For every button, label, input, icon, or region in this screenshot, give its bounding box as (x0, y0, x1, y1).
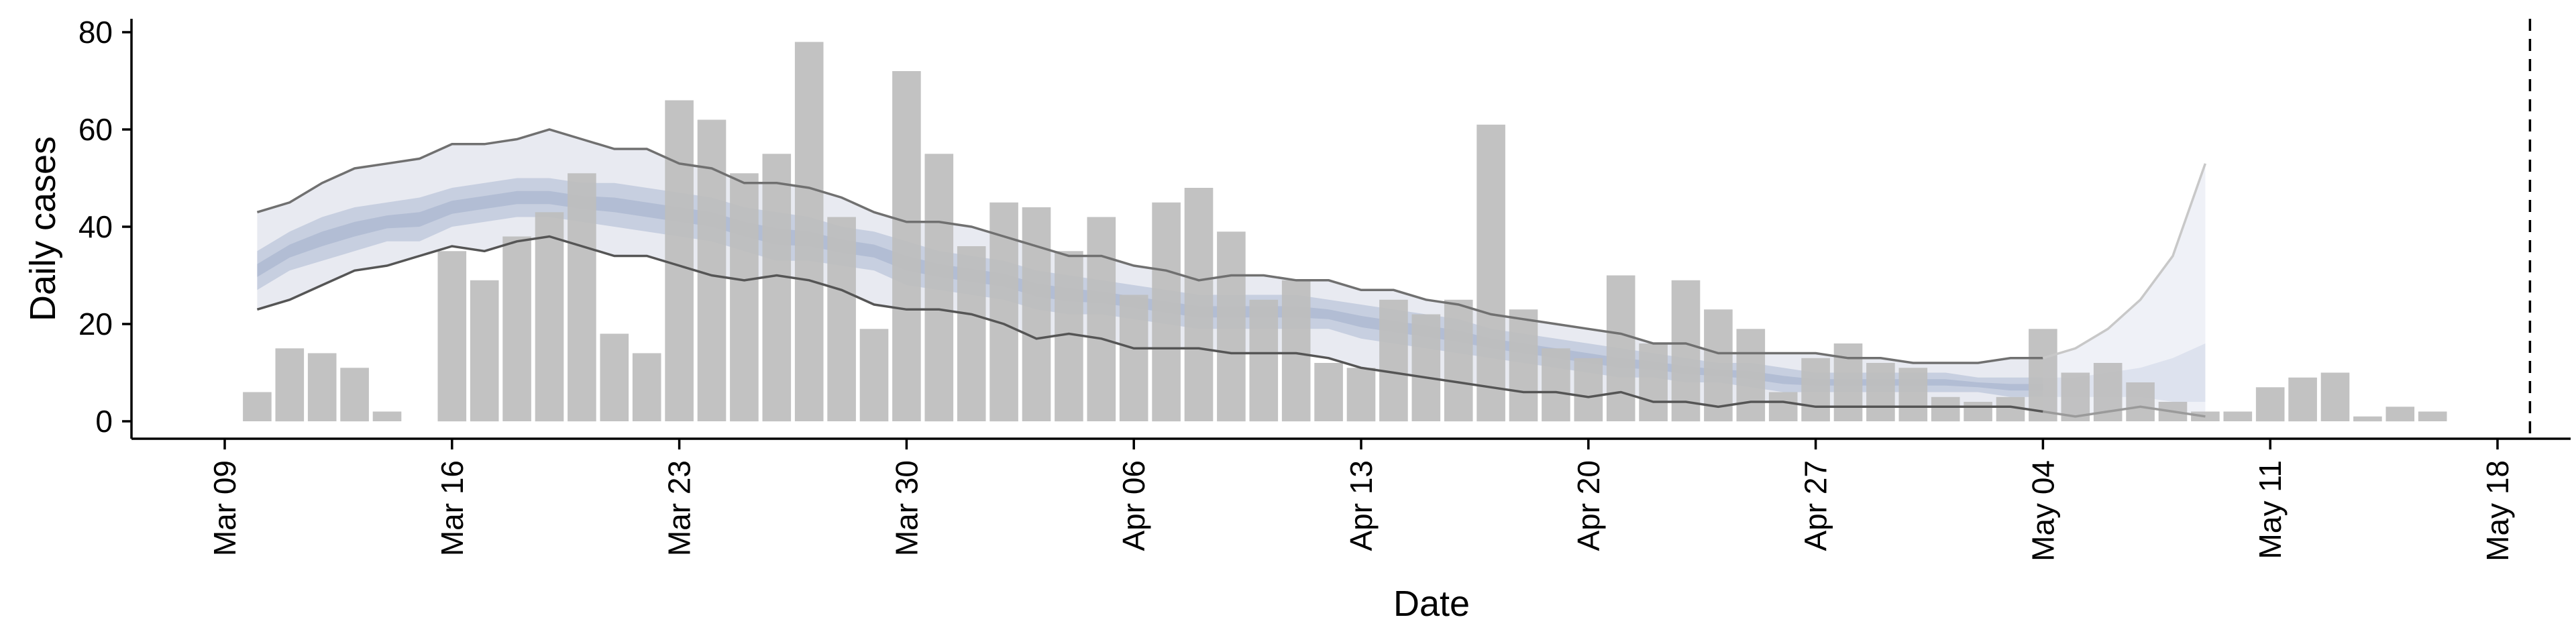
y-tick-label: 20 (78, 307, 113, 341)
bar-2020-04-10 (1249, 299, 1279, 422)
bar-2020-03-28 (827, 217, 856, 421)
bar-2020-04-25 (1736, 329, 1766, 422)
x-tick-label: May 11 (2253, 460, 2288, 559)
y-tick-label: 0 (95, 404, 113, 439)
bar-2020-04-18 (1509, 309, 1538, 422)
y-axis-label: Daily cases (23, 136, 63, 321)
bar-2020-03-11 (275, 348, 305, 422)
bar-2020-03-19 (535, 212, 564, 422)
axes (130, 19, 2571, 440)
bar-2020-04-06 (1119, 294, 1148, 421)
estimate-upper-line (256, 128, 2043, 364)
bar-2020-04-11 (1281, 280, 1311, 422)
bar-2020-03-18 (502, 236, 531, 421)
x-tick-label: May 04 (2025, 460, 2060, 561)
bar-2020-04-05 (1087, 217, 1116, 421)
bar-2020-04-08 (1184, 188, 1214, 421)
x-tick-label: Apr 27 (1799, 460, 1833, 551)
interval-bound-lines (256, 128, 2207, 418)
bar-2020-04-09 (1217, 231, 1246, 422)
bar-2020-04-22 (1639, 343, 1668, 421)
projection-90-band (2043, 163, 2206, 417)
bar-2020-03-20 (568, 173, 596, 422)
daily-case-bars (243, 42, 2447, 422)
bar-2020-03-10 (243, 392, 272, 421)
bar-2020-04-01 (957, 246, 986, 421)
bar-2020-04-24 (1704, 309, 1733, 422)
bar-2020-03-23 (665, 100, 694, 421)
bar-2020-04-13 (1346, 368, 1376, 422)
bar-2020-04-29 (1866, 363, 1895, 421)
bar-2020-04-26 (1768, 392, 1798, 421)
bar-2020-03-30 (892, 71, 921, 421)
bar-2020-04-07 (1152, 202, 1181, 422)
y-tick-label: 40 (78, 209, 113, 244)
bar-2020-03-17 (470, 280, 499, 422)
x-tick-label: Apr 20 (1571, 460, 1606, 551)
projection-upper-line (2042, 163, 2207, 360)
bar-2020-04-20 (1574, 358, 1603, 422)
x-tick-label: Apr 06 (1116, 460, 1151, 551)
estimate-lower-line (256, 235, 2043, 413)
bar-2020-03-27 (794, 42, 824, 421)
bar-2020-04-23 (1671, 280, 1701, 422)
bar-2020-04-28 (1833, 343, 1863, 421)
x-tick-label: Apr 13 (1344, 460, 1379, 551)
y-tick-label: 60 (78, 112, 113, 147)
bar-2020-04-12 (1314, 363, 1343, 421)
bar-2020-03-13 (340, 368, 369, 422)
bar-2020-05-15 (2385, 407, 2415, 422)
bar-2020-04-30 (1898, 368, 1928, 422)
bar-2020-05-11 (2255, 387, 2285, 422)
bar-2020-04-19 (1542, 348, 1570, 422)
bar-2020-03-22 (632, 353, 661, 421)
bar-2020-05-05 (2061, 372, 2090, 421)
bar-2020-03-31 (924, 154, 954, 422)
y-tick-label: 80 (78, 15, 113, 50)
x-axis-label: Date (1393, 584, 1470, 624)
bar-2020-05-16 (2418, 411, 2447, 421)
bar-2020-04-16 (1444, 299, 1473, 422)
x-tick-label: May 18 (2480, 460, 2515, 561)
bar-2020-03-16 (437, 251, 467, 422)
y-ticks: 0 20 40 60 80 (78, 15, 131, 439)
bar-2020-04-03 (1022, 207, 1051, 421)
bar-2020-05-04 (2029, 329, 2057, 422)
bar-2020-04-14 (1379, 299, 1408, 422)
x-tick-label: Mar 16 (435, 460, 470, 556)
bar-2020-03-29 (859, 329, 889, 422)
estimate-median-band (257, 191, 2043, 391)
bar-2020-05-13 (2320, 372, 2350, 421)
x-ticks: Mar 09 Mar 16 Mar 23 Mar 30 Apr 06 Apr 13 Apr … (207, 439, 2515, 561)
bar-2020-03-24 (697, 119, 727, 421)
bar-2020-03-12 (307, 353, 337, 421)
bar-2020-05-02 (1964, 402, 1992, 421)
bar-2020-03-21 (600, 333, 629, 421)
bar-2020-05-12 (2288, 377, 2317, 422)
bar-2020-04-17 (1477, 124, 1505, 422)
x-tick-label: Mar 23 (662, 460, 697, 556)
bar-2020-03-26 (762, 154, 792, 422)
bar-2020-03-25 (730, 173, 759, 422)
median-band (257, 191, 2043, 391)
bar-2020-05-01 (1931, 396, 1960, 422)
bar-2020-05-10 (2223, 411, 2253, 421)
x-tick-label: Mar 09 (207, 460, 242, 556)
projection-lower-line (2043, 405, 2206, 418)
bar-2020-05-07 (2126, 382, 2155, 421)
bar-2020-04-15 (1411, 314, 1441, 421)
x-tick-label: Mar 30 (889, 460, 924, 556)
bar-2020-03-14 (372, 411, 402, 421)
bar-2020-04-21 (1606, 275, 1635, 421)
bar-2020-04-27 (1801, 358, 1830, 422)
bar-2020-05-14 (2353, 416, 2382, 422)
